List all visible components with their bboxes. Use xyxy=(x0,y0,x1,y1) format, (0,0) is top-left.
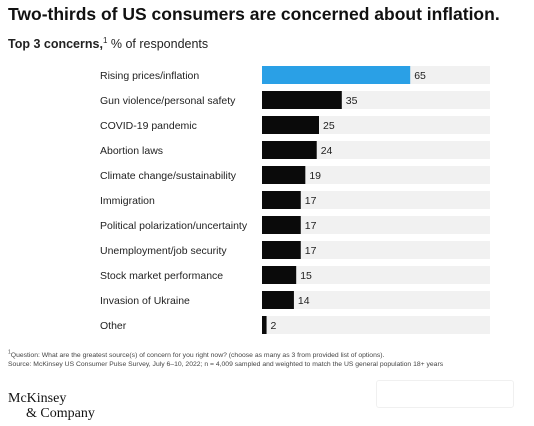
category-label-abortion-laws: Abortion laws xyxy=(100,145,163,157)
bar-abortion-laws xyxy=(262,141,317,159)
footnote-source: Source: McKinsey US Consumer Pulse Surve… xyxy=(8,361,444,368)
bar-covid-19-pandemic xyxy=(262,116,319,134)
bar-climate-change-sustainability xyxy=(262,166,306,184)
footnote-marker: 1 xyxy=(8,349,11,356)
bar-track-abortion-laws xyxy=(262,141,490,159)
value-label-other: 2 xyxy=(271,320,277,332)
bar-gun-violence-personal-safety xyxy=(262,91,342,109)
category-label-other: Other xyxy=(100,320,127,332)
value-label-abortion-laws: 24 xyxy=(321,145,333,157)
bar-track-immigration xyxy=(262,191,490,209)
subtitle-rest: % of respondents xyxy=(107,37,209,51)
bar-unemployment-job-security xyxy=(262,241,301,259)
value-label-gun-violence-personal-safety: 35 xyxy=(346,95,358,107)
bar-track-stock-market-performance xyxy=(262,266,490,284)
category-label-unemployment-job-security: Unemployment/job security xyxy=(100,245,227,257)
mckinsey-logo: McKinsey & Company xyxy=(8,391,95,421)
bar-other xyxy=(262,316,267,334)
bar-invasion-of-ukraine xyxy=(262,291,294,309)
category-label-political-polarization-uncertainty: Political polarization/uncertainty xyxy=(100,220,248,232)
bar-immigration xyxy=(262,191,301,209)
value-label-invasion-of-ukraine: 14 xyxy=(298,295,310,307)
value-label-immigration: 17 xyxy=(305,195,317,207)
footnote-question: 1Question: What are the greatest source(… xyxy=(8,349,385,359)
subtitle-bold: Top 3 concerns, xyxy=(8,37,103,51)
bar-track-invasion-of-ukraine xyxy=(262,291,490,309)
chart-subtitle: Top 3 concerns,1 % of respondents xyxy=(8,35,209,51)
category-label-immigration: Immigration xyxy=(100,195,155,207)
value-label-unemployment-job-security: 17 xyxy=(305,245,317,257)
chart-title: Two-thirds of US consumers are concerned… xyxy=(8,4,500,24)
category-label-stock-market-performance: Stock market performance xyxy=(100,270,223,282)
bar-rising-prices-inflation xyxy=(262,66,411,84)
bar-track-unemployment-job-security xyxy=(262,241,490,259)
category-label-covid-19-pandemic: COVID-19 pandemic xyxy=(100,120,197,132)
value-label-covid-19-pandemic: 25 xyxy=(323,120,335,132)
value-label-political-polarization-uncertainty: 17 xyxy=(305,220,317,232)
logo-line-1: McKinsey xyxy=(8,391,67,406)
value-label-stock-market-performance: 15 xyxy=(300,270,312,282)
category-label-gun-violence-personal-safety: Gun violence/personal safety xyxy=(100,95,236,107)
category-label-rising-prices-inflation: Rising prices/inflation xyxy=(100,70,199,82)
bar-track-political-polarization-uncertainty xyxy=(262,216,490,234)
footnotes: 1Question: What are the greatest source(… xyxy=(8,349,444,369)
bar-chart: Rising prices/inflation 65 Gun violence/pe… xyxy=(100,66,490,334)
value-label-climate-change-sustainability: 19 xyxy=(309,170,321,182)
subtitle-footnote-marker: 1 xyxy=(102,35,108,45)
category-label-climate-change-sustainability: Climate change/sustainability xyxy=(100,170,237,182)
bar-track-other xyxy=(262,316,490,334)
value-label-rising-prices-inflation: 65 xyxy=(414,70,426,82)
bar-political-polarization-uncertainty xyxy=(262,216,301,234)
bar-stock-market-performance xyxy=(262,266,297,284)
category-label-invasion-of-ukraine: Invasion of Ukraine xyxy=(100,295,190,307)
logo-line-2: & Company xyxy=(26,406,95,421)
watermark-box xyxy=(376,380,514,408)
bar-track-climate-change-sustainability xyxy=(262,166,490,184)
